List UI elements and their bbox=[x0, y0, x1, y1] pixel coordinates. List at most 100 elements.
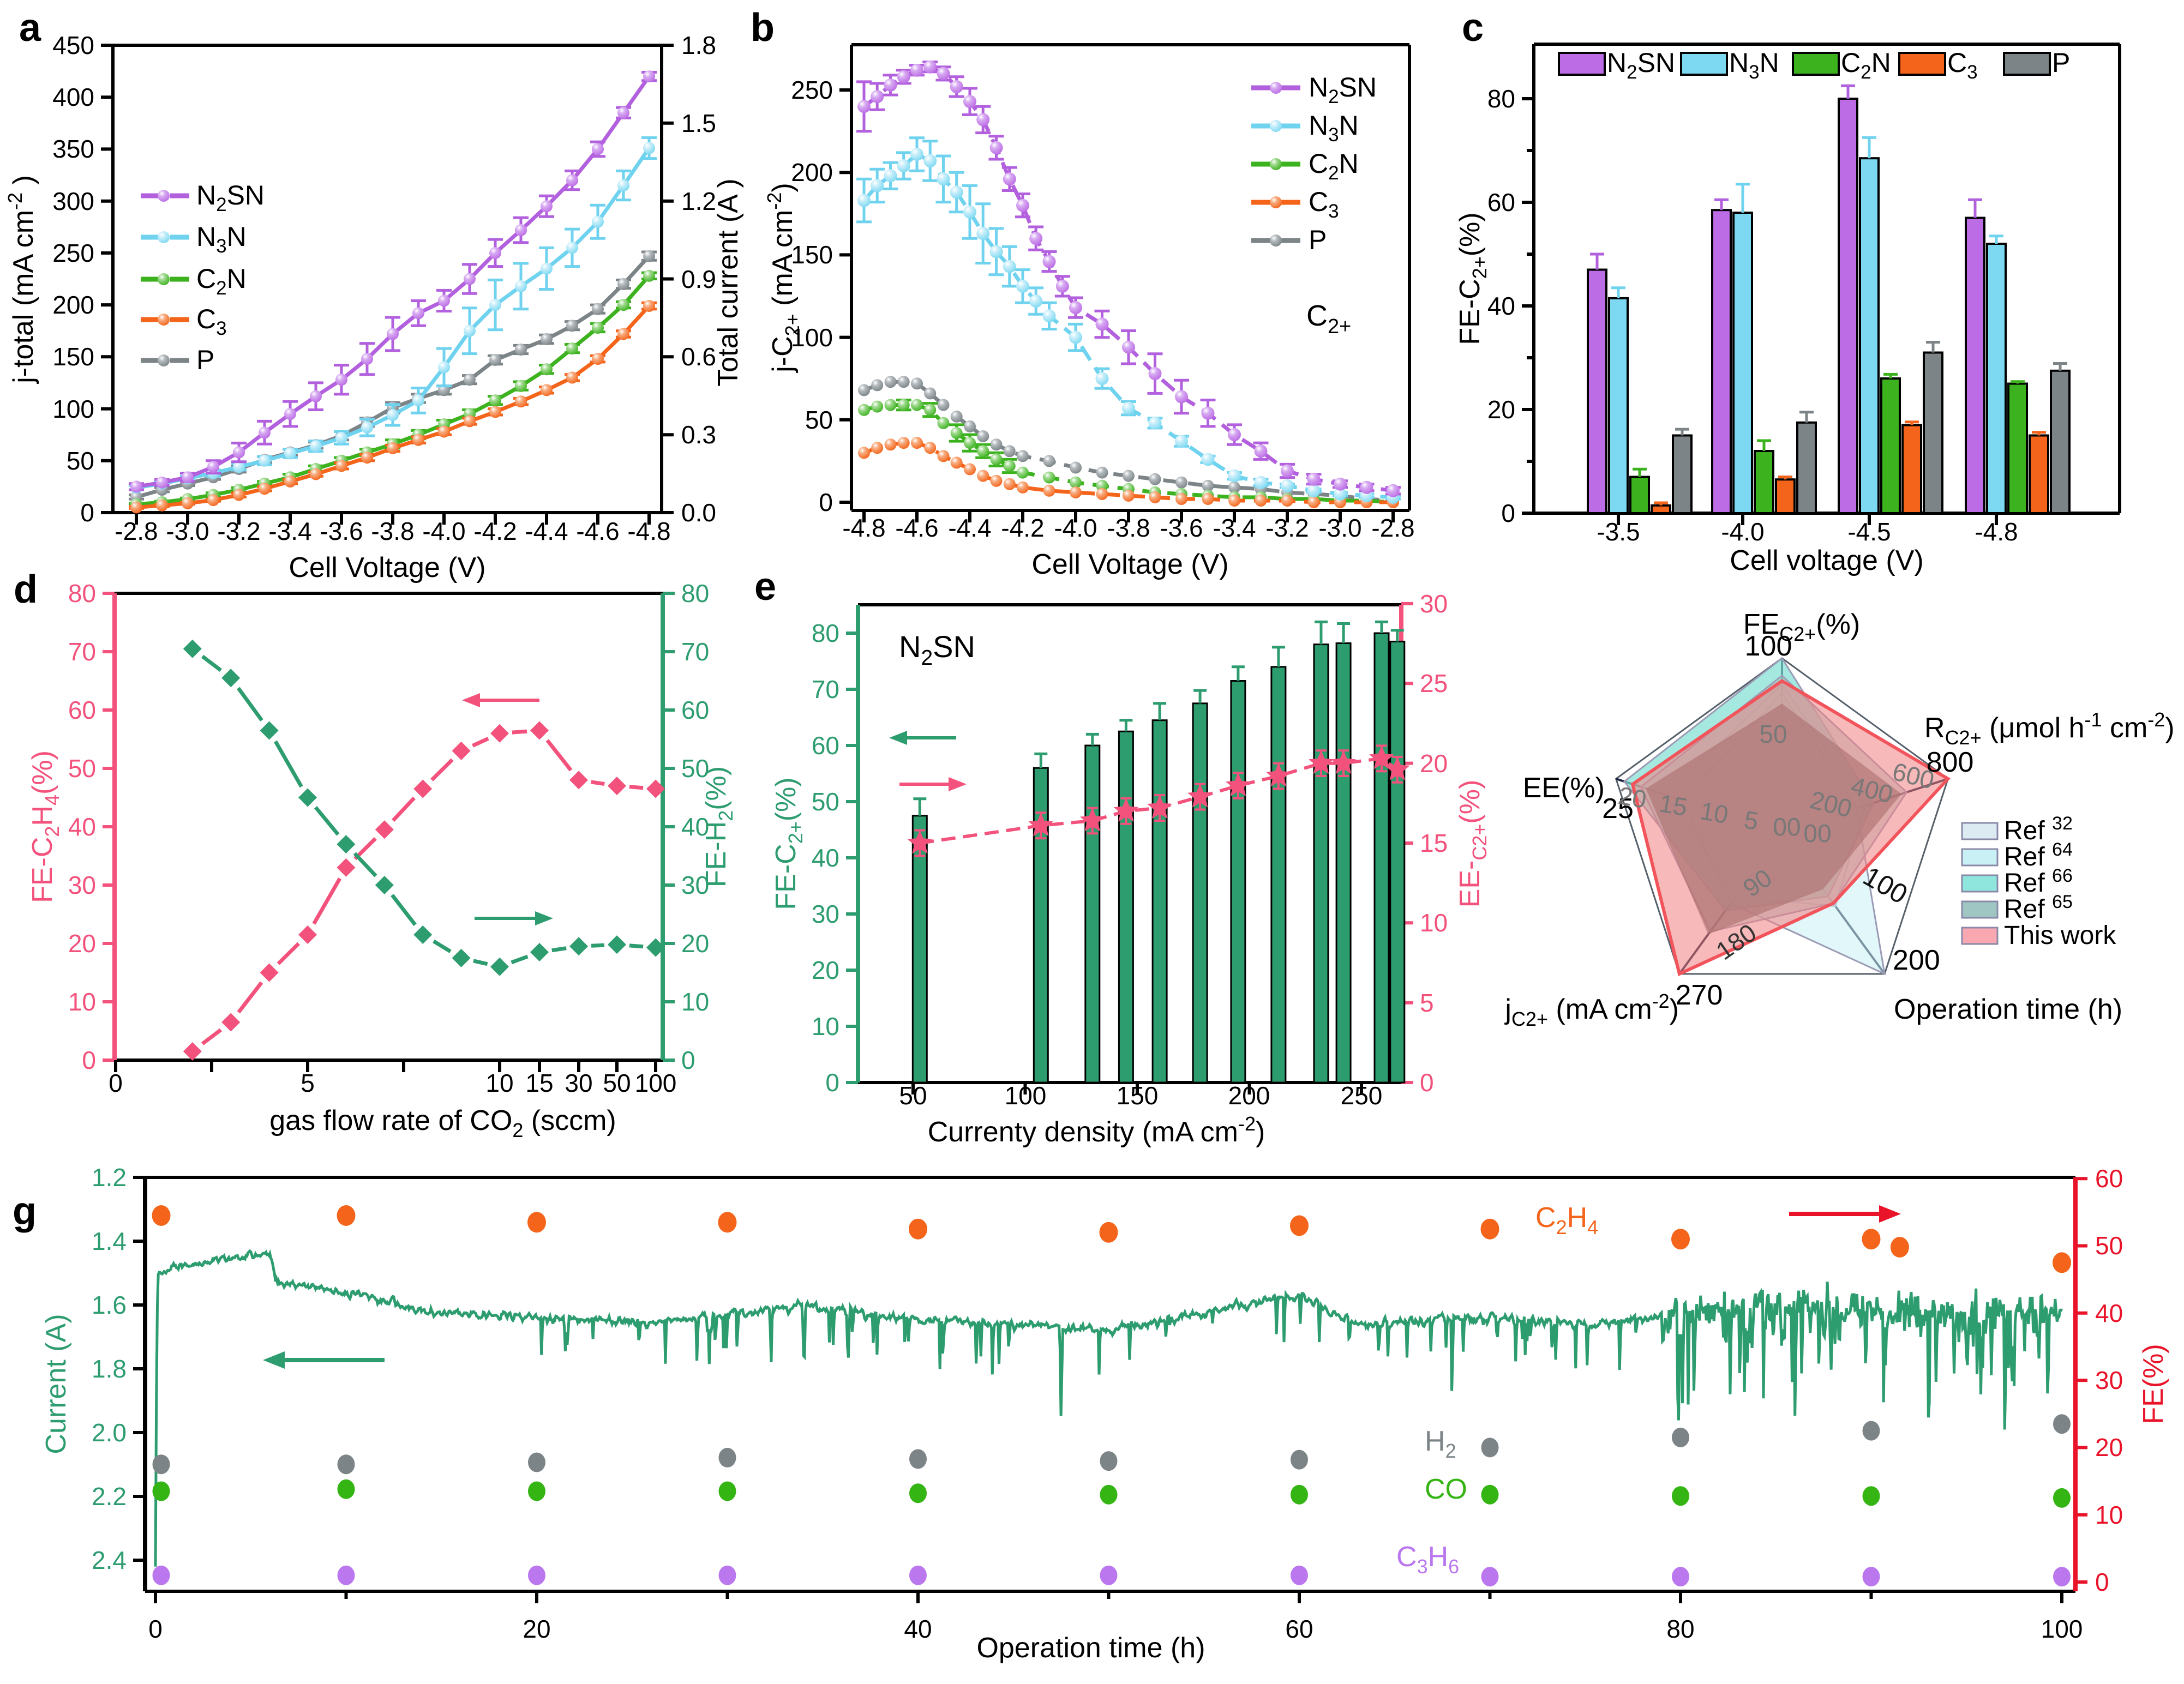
svg-text:5: 5 bbox=[301, 1069, 315, 1097]
svg-text:5: 5 bbox=[1420, 989, 1434, 1017]
svg-text:20: 20 bbox=[681, 929, 709, 958]
svg-text:0: 0 bbox=[82, 1046, 96, 1074]
svg-text:50: 50 bbox=[603, 1069, 631, 1097]
svg-text:a: a bbox=[19, 6, 41, 50]
svg-text:FE-H2(%): FE-H2(%) bbox=[700, 766, 737, 887]
svg-text:H2: H2 bbox=[1425, 1426, 1456, 1462]
svg-text:0.0: 0.0 bbox=[681, 498, 716, 527]
svg-text:FEC2+(%): FEC2+(%) bbox=[1743, 609, 1860, 645]
svg-text:0.3: 0.3 bbox=[681, 420, 716, 449]
svg-text:100: 100 bbox=[1745, 630, 1792, 662]
svg-text:70: 70 bbox=[68, 637, 96, 666]
svg-text:80: 80 bbox=[812, 619, 839, 647]
svg-text:c: c bbox=[1462, 6, 1484, 50]
svg-text:d: d bbox=[14, 568, 38, 611]
svg-text:400: 400 bbox=[52, 83, 94, 111]
svg-text:-4.8: -4.8 bbox=[1975, 518, 2018, 546]
svg-text:60: 60 bbox=[812, 731, 839, 760]
svg-text:80: 80 bbox=[681, 579, 709, 608]
svg-text:100: 100 bbox=[1005, 1081, 1047, 1110]
svg-text:CO: CO bbox=[1425, 1474, 1467, 1505]
svg-text:1.8: 1.8 bbox=[92, 1355, 127, 1383]
svg-text:450: 450 bbox=[52, 31, 94, 59]
svg-text:Operation time (h): Operation time (h) bbox=[1894, 994, 2122, 1025]
svg-text:C3H6: C3H6 bbox=[1396, 1541, 1459, 1578]
svg-text:-4.0: -4.0 bbox=[1054, 514, 1097, 542]
svg-text:This work: This work bbox=[2004, 921, 2116, 950]
svg-text:Currenty density (mA cm-2): Currenty density (mA cm-2) bbox=[928, 1112, 1265, 1148]
svg-text:50: 50 bbox=[681, 754, 709, 783]
svg-text:250: 250 bbox=[52, 239, 94, 267]
svg-text:g: g bbox=[13, 1189, 37, 1233]
svg-text:1.8: 1.8 bbox=[681, 31, 716, 59]
svg-text:-3.6: -3.6 bbox=[1160, 514, 1203, 542]
svg-text:N2SN: N2SN bbox=[196, 180, 265, 215]
svg-text:FE-C2H4(%): FE-C2H4(%) bbox=[27, 750, 63, 903]
svg-text:50: 50 bbox=[1759, 720, 1787, 748]
svg-text:-2.8: -2.8 bbox=[115, 517, 158, 545]
svg-text:40: 40 bbox=[681, 813, 709, 841]
svg-text:50: 50 bbox=[67, 447, 94, 475]
svg-text:-4.6: -4.6 bbox=[576, 517, 619, 545]
svg-text:15: 15 bbox=[525, 1069, 553, 1097]
svg-text:250: 250 bbox=[791, 76, 833, 104]
svg-text:N2SN: N2SN bbox=[899, 629, 975, 670]
svg-text:60: 60 bbox=[2095, 1164, 2123, 1193]
svg-text:20: 20 bbox=[68, 929, 96, 958]
svg-text:Ref 65: Ref 65 bbox=[2004, 892, 2073, 924]
svg-text:10: 10 bbox=[681, 988, 709, 1016]
svg-text:-4.0: -4.0 bbox=[1721, 518, 1764, 546]
svg-text:P: P bbox=[2052, 47, 2070, 78]
svg-text:-3.2: -3.2 bbox=[217, 517, 260, 545]
svg-text:20: 20 bbox=[1420, 749, 1448, 778]
svg-text:EE(%): EE(%) bbox=[1523, 772, 1605, 804]
svg-text:-4.6: -4.6 bbox=[895, 514, 938, 542]
svg-text:C2N: C2N bbox=[1841, 47, 1891, 83]
svg-text:40: 40 bbox=[812, 844, 839, 872]
svg-text:N3N: N3N bbox=[1309, 110, 1359, 146]
svg-text:25: 25 bbox=[1602, 793, 1634, 825]
svg-text:200: 200 bbox=[791, 158, 833, 187]
svg-text:30: 30 bbox=[1420, 590, 1448, 618]
svg-text:10: 10 bbox=[812, 1012, 839, 1041]
svg-text:Ref 64: Ref 64 bbox=[2004, 839, 2073, 871]
svg-text:FE(%): FE(%) bbox=[2138, 1344, 2169, 1424]
svg-text:50: 50 bbox=[2095, 1231, 2123, 1260]
svg-text:0: 0 bbox=[80, 498, 94, 527]
svg-text:b: b bbox=[751, 6, 775, 50]
svg-text:1.6: 1.6 bbox=[92, 1291, 127, 1319]
svg-text:e: e bbox=[754, 565, 776, 609]
svg-text:1.2: 1.2 bbox=[681, 187, 716, 215]
svg-text:j-total (mA cm-2 ): j-total (mA cm-2 ) bbox=[4, 175, 39, 384]
svg-text:200: 200 bbox=[1893, 945, 1940, 976]
svg-text:C2N: C2N bbox=[1309, 148, 1359, 184]
svg-text:20: 20 bbox=[812, 956, 839, 984]
svg-text:-3.4: -3.4 bbox=[1213, 514, 1256, 542]
svg-text:Current (A): Current (A) bbox=[40, 1314, 72, 1454]
svg-text:150: 150 bbox=[1117, 1081, 1159, 1110]
svg-text:300: 300 bbox=[52, 187, 94, 215]
svg-text:gas flow rate of CO2 (sccm): gas flow rate of CO2 (sccm) bbox=[269, 1105, 616, 1141]
svg-text:80: 80 bbox=[68, 579, 96, 608]
svg-text:EE-C2+(%): EE-C2+(%) bbox=[1454, 780, 1491, 908]
svg-text:30: 30 bbox=[812, 900, 839, 928]
svg-text:2.4: 2.4 bbox=[92, 1546, 127, 1574]
svg-text:P: P bbox=[1309, 225, 1327, 255]
svg-text:N3N: N3N bbox=[196, 221, 247, 257]
svg-text:60: 60 bbox=[681, 696, 709, 724]
svg-text:100: 100 bbox=[52, 395, 94, 423]
svg-text:0: 0 bbox=[681, 1046, 695, 1074]
svg-text:-3.8: -3.8 bbox=[1107, 514, 1150, 542]
svg-text:10: 10 bbox=[1420, 909, 1448, 937]
svg-text:N2SN: N2SN bbox=[1309, 72, 1377, 107]
svg-text:150: 150 bbox=[791, 240, 833, 269]
svg-text:20: 20 bbox=[1616, 781, 1648, 814]
svg-text:30: 30 bbox=[2095, 1366, 2123, 1394]
svg-text:25: 25 bbox=[1420, 669, 1448, 697]
svg-text:0.6: 0.6 bbox=[681, 342, 716, 371]
svg-text:N3N: N3N bbox=[1729, 47, 1779, 83]
svg-text:1.5: 1.5 bbox=[681, 109, 716, 137]
svg-text:200: 200 bbox=[52, 291, 94, 319]
svg-text:-3.0: -3.0 bbox=[166, 517, 209, 545]
svg-text:2.2: 2.2 bbox=[92, 1482, 127, 1511]
